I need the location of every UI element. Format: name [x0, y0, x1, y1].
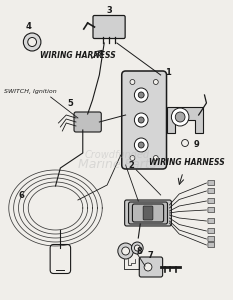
FancyBboxPatch shape — [208, 229, 215, 233]
Circle shape — [138, 117, 144, 123]
FancyBboxPatch shape — [50, 244, 71, 274]
Text: 7: 7 — [147, 251, 153, 260]
Circle shape — [144, 263, 152, 271]
Circle shape — [134, 245, 140, 251]
Circle shape — [118, 243, 134, 259]
Circle shape — [130, 155, 135, 160]
Text: 2: 2 — [129, 161, 134, 170]
FancyBboxPatch shape — [208, 242, 215, 247]
FancyBboxPatch shape — [122, 71, 167, 169]
Text: 4: 4 — [25, 22, 31, 31]
Text: 9: 9 — [194, 140, 200, 149]
Circle shape — [138, 142, 144, 148]
Circle shape — [138, 92, 144, 98]
Text: Crowdfunded: Crowdfunded — [84, 150, 149, 160]
Circle shape — [134, 113, 148, 127]
Text: Marine Parts: Marine Parts — [78, 158, 156, 172]
FancyBboxPatch shape — [129, 202, 168, 224]
Text: 3: 3 — [106, 6, 112, 15]
Circle shape — [131, 242, 143, 254]
Circle shape — [134, 88, 148, 102]
FancyBboxPatch shape — [208, 218, 215, 224]
Circle shape — [153, 80, 158, 85]
Circle shape — [153, 155, 158, 160]
FancyBboxPatch shape — [132, 204, 164, 222]
FancyBboxPatch shape — [125, 200, 171, 226]
Circle shape — [122, 247, 130, 255]
FancyBboxPatch shape — [143, 206, 153, 220]
Text: 8: 8 — [136, 247, 142, 256]
Text: 1: 1 — [164, 68, 170, 77]
Circle shape — [130, 80, 135, 85]
FancyBboxPatch shape — [208, 236, 215, 242]
FancyBboxPatch shape — [139, 257, 163, 277]
Circle shape — [28, 38, 37, 46]
Text: SWITCH, Ignition: SWITCH, Ignition — [4, 89, 57, 94]
FancyBboxPatch shape — [208, 199, 215, 203]
Circle shape — [171, 108, 189, 126]
FancyBboxPatch shape — [208, 208, 215, 212]
FancyBboxPatch shape — [208, 181, 215, 185]
Circle shape — [134, 138, 148, 152]
FancyBboxPatch shape — [74, 112, 101, 132]
Text: 5: 5 — [67, 99, 73, 108]
Text: WIRING HARNESS: WIRING HARNESS — [149, 158, 225, 167]
FancyBboxPatch shape — [208, 188, 215, 194]
Circle shape — [182, 140, 188, 146]
Circle shape — [23, 33, 41, 51]
Circle shape — [175, 112, 185, 122]
Text: WIRING HARNESS: WIRING HARNESS — [40, 51, 116, 60]
Polygon shape — [168, 107, 202, 133]
Text: 6: 6 — [18, 191, 24, 200]
FancyBboxPatch shape — [93, 16, 125, 38]
